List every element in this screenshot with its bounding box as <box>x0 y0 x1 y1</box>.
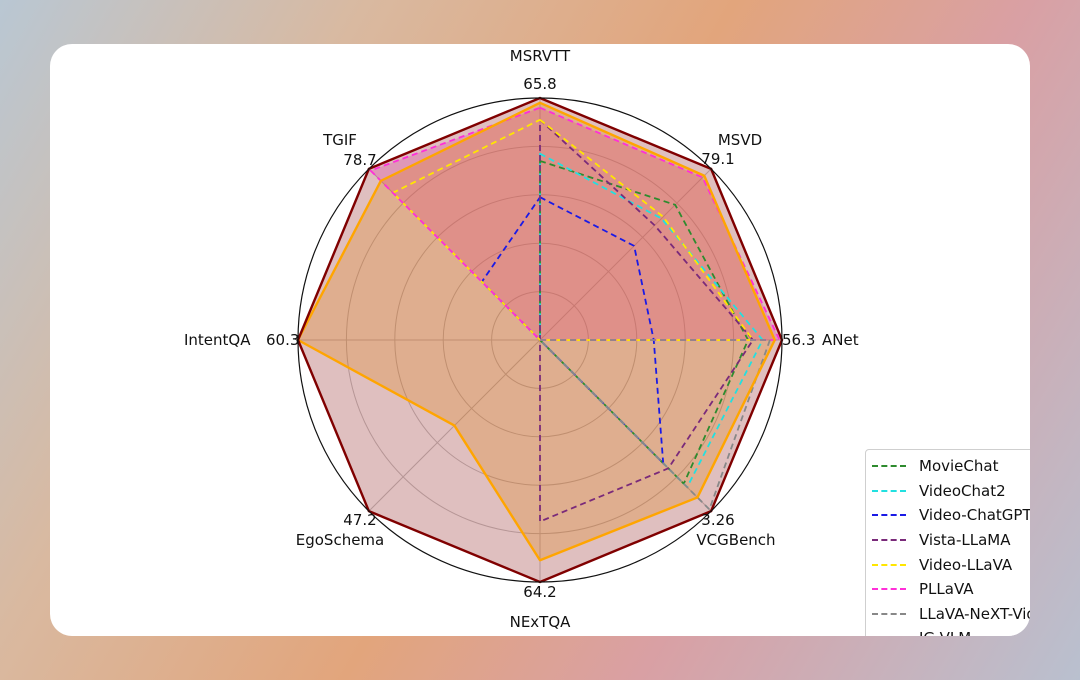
axis-label-egoschema: EgoSchema <box>296 531 384 549</box>
axis-max-label-intentqa: 60.3 <box>266 331 299 349</box>
legend-label: MovieChat <box>919 457 999 476</box>
axis-max-label-egoschema: 47.2 <box>343 511 376 529</box>
legend-label: IG-VLM <box>919 629 971 636</box>
axis-max-label-tgif: 78.7 <box>343 151 376 169</box>
axis-label-vcgbench: VCGBench <box>696 531 775 549</box>
legend-label: Video-ChatGPT <box>919 506 1030 525</box>
legend-label: Vista-LLaMA <box>919 531 1011 550</box>
axis-label-nextqa: NExTQA <box>510 613 572 631</box>
chart-card: MSRVTT 65.8 MSVD 79.1 ANet 56.3 VCGBench 3.26 NE… <box>50 44 1030 636</box>
legend-label: PLLaVA <box>919 580 974 599</box>
axis-label-intentqa: IntentQA <box>184 331 251 349</box>
series-line-llava-next-video <box>539 339 771 511</box>
axis-max-label-anet: 56.3 <box>782 331 815 349</box>
legend-swatch <box>872 539 906 542</box>
legend-swatch <box>872 514 906 517</box>
legend-item-ig-vlm: IG-VLM <box>872 626 1030 636</box>
legend-item-videochat2: VideoChat2 <box>872 479 1030 504</box>
legend-item-pllava: PLLaVA <box>872 577 1030 602</box>
series-fill-pllava <box>370 107 780 341</box>
legend-item-vista-llama: Vista-LLaMA <box>872 528 1030 553</box>
legend-item-video-chatgpt: Video-ChatGPT <box>872 503 1030 528</box>
axis-max-label-nextqa: 64.2 <box>523 583 556 601</box>
legend-swatch <box>872 563 906 566</box>
legend-swatch <box>872 588 906 591</box>
legend-swatch <box>872 489 906 492</box>
legend: MovieChat VideoChat2 Video-ChatGPT Vista-LL… <box>865 449 1030 636</box>
legend-item-llava-next-video: LLaVA-NeXT-Video <box>872 602 1030 627</box>
legend-swatch <box>872 465 906 468</box>
series-line-moviechat <box>539 160 750 485</box>
axis-max-label-vcgbench: 3.26 <box>701 511 734 529</box>
legend-item-moviechat: MovieChat <box>872 454 1030 479</box>
axis-label-msrvtt: MSRVTT <box>510 47 571 65</box>
legend-label: VideoChat2 <box>919 481 1006 500</box>
axis-label-anet: ANet <box>822 331 859 349</box>
legend-swatch <box>872 612 906 615</box>
legend-label: LLaVA-NeXT-Video <box>919 604 1030 623</box>
axis-label-msvd: MSVD <box>718 131 762 149</box>
axis-max-label-msvd: 79.1 <box>701 150 734 168</box>
axis-max-label-msrvtt: 65.8 <box>523 75 556 93</box>
legend-item-video-llava: Video-LLaVA <box>872 552 1030 577</box>
series-line-video-llava <box>391 118 754 341</box>
axis-label-tgif: TGIF <box>322 131 357 149</box>
series-line-ig-vlm <box>296 101 776 562</box>
outer-circle <box>297 97 783 583</box>
legend-label: Video-LLaVA <box>919 555 1013 574</box>
spoke-line-msvd <box>539 168 712 341</box>
